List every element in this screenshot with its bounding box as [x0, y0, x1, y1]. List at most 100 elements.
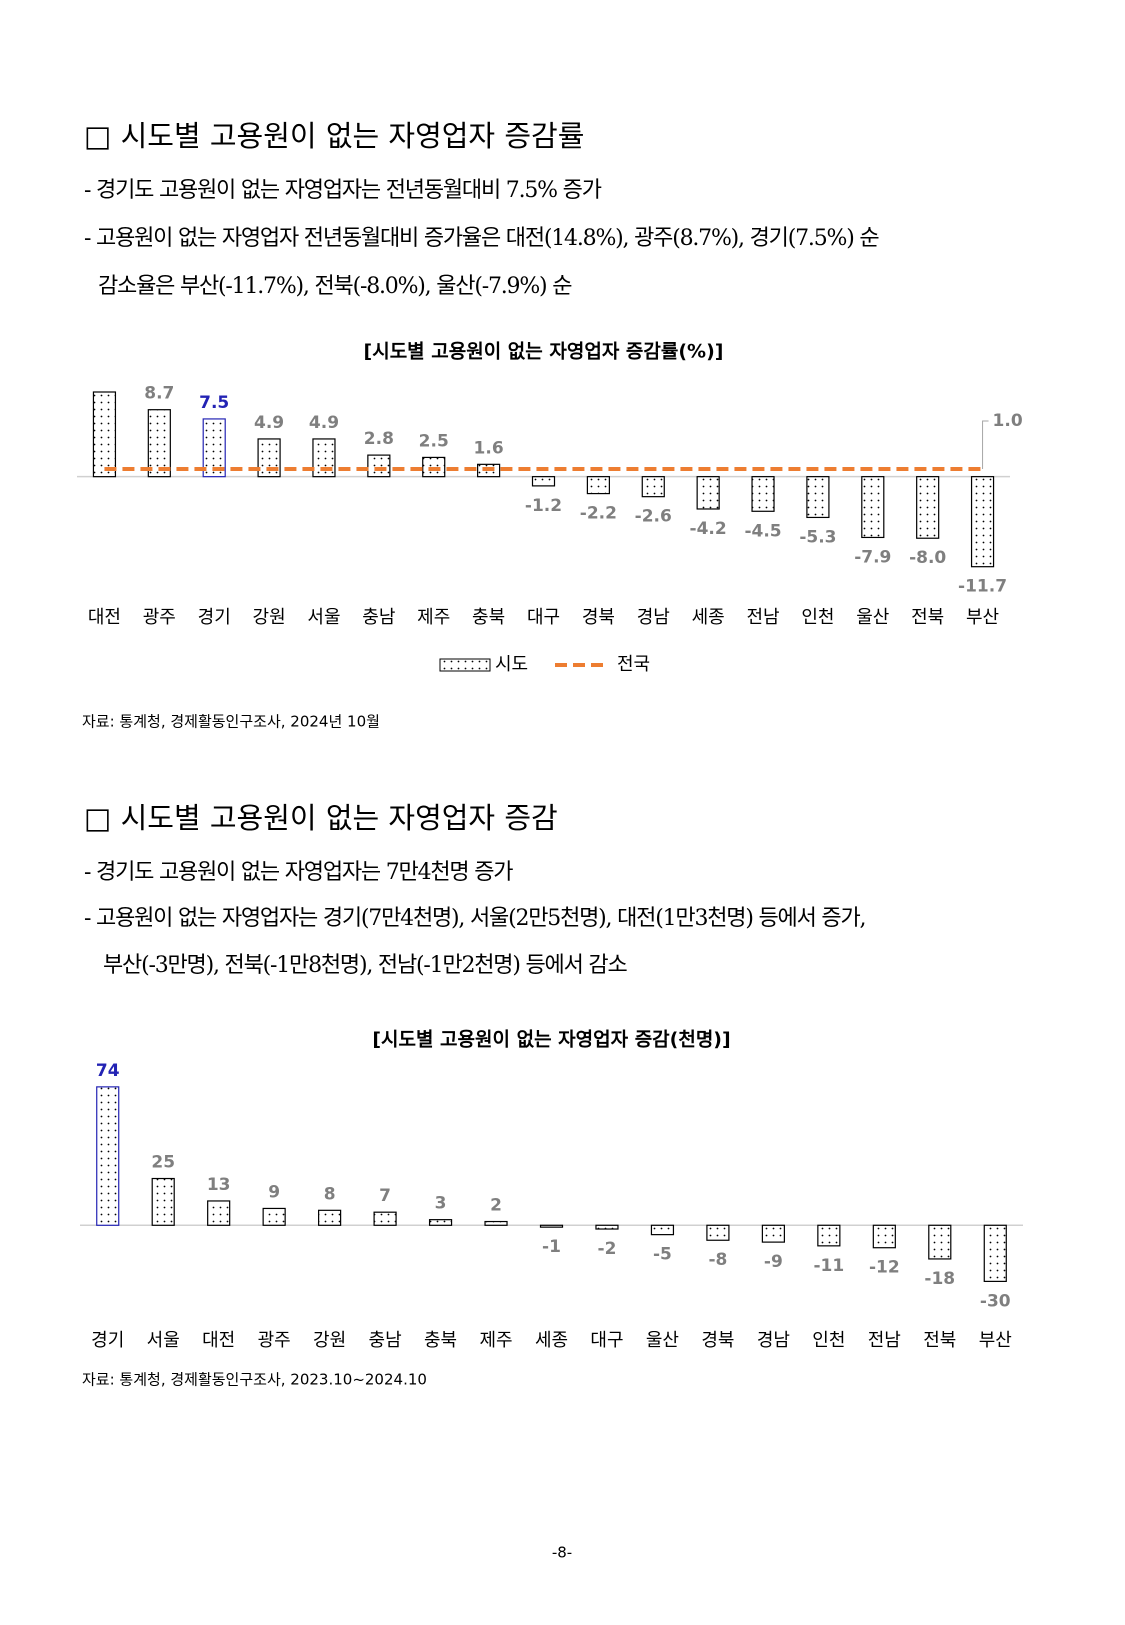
source: 자료: 통계청, 경제활동인구조사, 2024년 10월	[82, 713, 380, 731]
bar	[817, 1224, 841, 1247]
bar	[96, 1086, 120, 1226]
data-label: -1.2	[525, 496, 562, 516]
x-tick-label: 서울	[307, 607, 340, 628]
x-tick-label: 경기	[198, 607, 231, 628]
bar	[202, 418, 226, 478]
x-tick-label: 제주	[417, 607, 450, 628]
x-tick-label: 전북	[911, 607, 944, 628]
x-tick-label: 경북	[701, 1330, 734, 1351]
section-title: □ 시도별 고용원이 없는 자영업자 증감률	[84, 119, 584, 153]
x-tick-label: 강원	[253, 607, 286, 628]
x-tick-label: 인천	[801, 607, 834, 628]
bar	[641, 476, 665, 498]
bar	[318, 1209, 342, 1226]
bullet: 감소율은 부산(-11.7%), 전북(-8.0%), 울산(-7.9%) 순	[98, 274, 572, 299]
page-number: -8-	[552, 1544, 572, 1562]
bar	[207, 1200, 231, 1226]
x-tick-label: 대전	[202, 1330, 235, 1351]
bullet: - 고용원이 없는 자영업자 전년동월대비 증가율은 대전(14.8%), 광주…	[84, 226, 879, 251]
data-label: -2.6	[635, 507, 672, 527]
bar	[367, 454, 391, 478]
bar	[92, 391, 117, 478]
legend-label: 전국	[617, 654, 650, 675]
bar	[806, 476, 830, 519]
x-tick-label: 울산	[856, 607, 889, 628]
data-label: 7.5	[199, 393, 229, 413]
bar	[706, 1224, 730, 1241]
data-label: -1	[542, 1237, 561, 1257]
data-label: 8.7	[144, 384, 174, 404]
x-tick-label: 광주	[258, 1330, 291, 1351]
x-tick-label: 대구	[527, 607, 560, 628]
data-label: -8.0	[909, 548, 946, 568]
data-label: 9	[268, 1182, 280, 1202]
bar	[147, 409, 171, 478]
bullet: - 경기도 고용원이 없는 자영업자는 7만4천명 증가	[84, 860, 513, 885]
bar	[872, 1224, 896, 1249]
leader-line	[982, 420, 989, 469]
legend-label: 시도	[495, 654, 528, 675]
x-tick-label: 충남	[369, 1330, 402, 1351]
bullet: 부산(-3만명), 전북(-1만8천명), 전남(-1만2천명) 등에서 감소	[103, 953, 627, 978]
legend-swatch	[439, 658, 491, 672]
data-label: -2	[598, 1239, 617, 1259]
bar	[262, 1207, 286, 1226]
bullet: - 경기도 고용원이 없는 자영업자는 전년동월대비 7.5% 증가	[84, 178, 602, 203]
x-tick-label: 서울	[147, 1330, 180, 1351]
bullet: - 고용원이 없는 자영업자는 경기(7만4천명), 서울(2만5천명), 대전…	[84, 906, 865, 931]
bar	[983, 1224, 1007, 1282]
source: 자료: 통계청, 경제활동인구조사, 2023.10~2024.10	[82, 1371, 427, 1389]
data-label: 4.9	[309, 413, 339, 433]
data-label: -18	[924, 1269, 955, 1289]
x-tick-label: 경남	[637, 607, 670, 628]
bar	[428, 1219, 453, 1226]
data-label: 2	[490, 1196, 502, 1216]
data-label: 1.0	[993, 411, 1023, 431]
x-tick-label: 부산	[966, 607, 999, 628]
bar	[595, 1224, 619, 1230]
data-label: -30	[980, 1291, 1011, 1311]
data-label: 2.8	[364, 429, 394, 449]
bar	[531, 476, 556, 487]
bar	[257, 438, 281, 478]
x-tick-label: 대전	[88, 607, 121, 628]
data-label: -9	[764, 1252, 783, 1272]
bar	[539, 1224, 564, 1228]
x-tick-label: 강원	[313, 1330, 346, 1351]
x-tick-label: 울산	[646, 1330, 679, 1351]
bar	[151, 1177, 175, 1226]
data-label: 7	[379, 1186, 391, 1206]
x-tick-label: 세종	[692, 607, 725, 628]
x-tick-label: 충북	[424, 1330, 457, 1351]
bar	[586, 476, 610, 495]
x-tick-label: 세종	[535, 1330, 568, 1351]
x-tick-label: 광주	[143, 607, 176, 628]
bar	[696, 476, 720, 510]
data-label: -8	[708, 1250, 727, 1270]
data-label: 8	[324, 1184, 336, 1204]
x-tick-label: 경북	[582, 607, 615, 628]
data-label: -5	[653, 1245, 672, 1265]
bar	[650, 1224, 675, 1236]
bar	[916, 476, 940, 539]
x-tick-label: 부산	[979, 1330, 1012, 1351]
data-label: 1.6	[474, 438, 504, 458]
x-tick-label: 경남	[757, 1330, 790, 1351]
data-label: 2.5	[419, 431, 449, 451]
section-title: □ 시도별 고용원이 없는 자영업자 증감	[84, 801, 558, 835]
data-label: -11	[813, 1256, 844, 1276]
data-label: -5.3	[799, 527, 836, 547]
data-label: 4.9	[254, 413, 284, 433]
bar	[484, 1220, 508, 1226]
x-tick-label: 제주	[479, 1330, 512, 1351]
x-tick-label: 전남	[868, 1330, 901, 1351]
data-label: -4.5	[744, 521, 781, 541]
data-label: -4.2	[690, 519, 727, 539]
data-label: 13	[207, 1175, 231, 1195]
bar	[312, 438, 336, 478]
bar	[970, 476, 995, 568]
x-tick-label: 충북	[472, 607, 505, 628]
data-label: 25	[151, 1153, 175, 1173]
bar	[761, 1224, 785, 1243]
